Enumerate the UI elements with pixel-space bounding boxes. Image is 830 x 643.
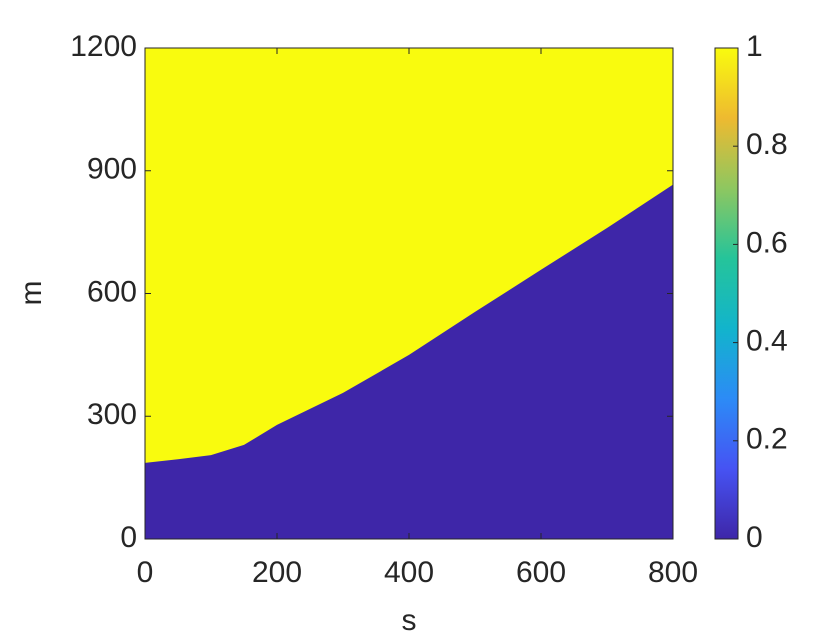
y-axis-label: m bbox=[15, 281, 48, 306]
colorbar-tick-label: 0.6 bbox=[746, 226, 788, 259]
colorbar-tick-label: 0.4 bbox=[746, 325, 788, 358]
y-tick-label: 300 bbox=[87, 398, 137, 431]
x-tick-label: 600 bbox=[516, 556, 566, 589]
x-axis-label: s bbox=[402, 604, 417, 637]
colorbar-tick-label: 0 bbox=[746, 521, 763, 554]
y-tick-label: 1200 bbox=[70, 30, 137, 63]
colorbar-tick-label: 1 bbox=[746, 30, 763, 63]
x-tick-label: 0 bbox=[137, 556, 154, 589]
x-tick-label: 400 bbox=[384, 556, 434, 589]
colorbar-tick-label: 0.2 bbox=[746, 423, 788, 456]
y-tick-label: 900 bbox=[87, 153, 137, 186]
lower-region bbox=[145, 184, 673, 539]
colorbar-tick-label: 0.8 bbox=[746, 128, 788, 161]
x-tick-label: 800 bbox=[648, 556, 698, 589]
y-tick-label: 600 bbox=[87, 275, 137, 308]
x-tick-label: 200 bbox=[252, 556, 302, 589]
y-tick-label: 0 bbox=[120, 521, 137, 554]
colorbar bbox=[714, 47, 739, 540]
